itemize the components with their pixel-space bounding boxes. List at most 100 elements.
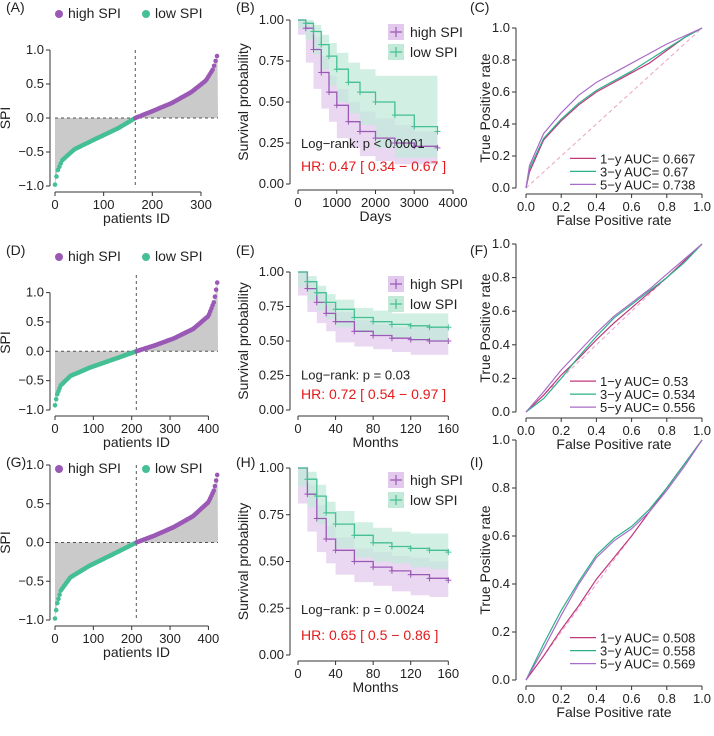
y-axis-title: SPI — [0, 107, 13, 130]
y-tick-label: 0.4 — [492, 337, 510, 352]
legend-label-1: 3−y AUC= 0.67 — [600, 164, 688, 179]
x-tick-label: 0.8 — [658, 423, 676, 438]
panel-label: (D) — [6, 242, 25, 258]
legend-marker-high — [55, 10, 63, 18]
x-tick-label: 0.2 — [552, 691, 570, 706]
legend-mark-1 — [390, 299, 402, 309]
y-tick-label: −1.0 — [18, 402, 44, 417]
spi-point — [214, 53, 220, 59]
y-tick-label: −0.5 — [18, 373, 44, 388]
censor-mark — [313, 289, 320, 296]
censor-mark — [310, 46, 317, 53]
y-axis-title: True Positive rate — [477, 53, 493, 162]
y-tick-label: 1.00 — [259, 460, 284, 475]
x-axis-title: Months — [353, 679, 399, 695]
x-tick-label: 1000 — [322, 195, 351, 210]
legend-label-0: 1−y AUC= 0.667 — [600, 151, 695, 166]
x-axis-title: Months — [353, 434, 399, 450]
censor-mark — [388, 543, 395, 550]
x-tick-label: 100 — [83, 631, 105, 646]
censor-mark — [407, 322, 414, 329]
x-tick-label: 300 — [159, 421, 181, 436]
censor-mark — [407, 571, 414, 578]
legend-label-0: high SPI — [410, 24, 463, 40]
x-axis-title: patients ID — [103, 644, 170, 660]
x-tick-label: 2000 — [361, 195, 390, 210]
spi-point — [212, 483, 218, 489]
x-axis-title: False Positive rate — [556, 704, 671, 720]
hr-text: HR: 0.72 [ 0.54 − 0.97 ] — [301, 386, 446, 402]
censor-mark — [313, 493, 320, 500]
censor-mark — [370, 332, 377, 339]
roc-line-2 — [525, 243, 703, 413]
panel-label: (A) — [6, 0, 25, 15]
panel-label: (H) — [236, 454, 255, 470]
spi-point — [53, 607, 59, 613]
x-tick-label: 0 — [51, 421, 58, 436]
y-tick-label: 0.25 — [259, 135, 284, 150]
legend-label-0: 1−y AUC= 0.53 — [600, 374, 688, 389]
roc-line-0 — [525, 27, 703, 189]
censor-mark — [445, 338, 452, 344]
censor-mark — [351, 558, 358, 565]
x-tick-label: 120 — [400, 421, 422, 436]
y-tick-label: 0.8 — [492, 270, 510, 285]
x-tick-label: 200 — [121, 421, 143, 436]
x-tick-label: 200 — [121, 631, 143, 646]
legend-marker-low — [142, 465, 150, 473]
logrank-text: Log−rank: p = 0.03 — [301, 368, 410, 383]
x-tick-label: 0.8 — [658, 199, 676, 214]
chart-panel-B: (B) high SPI low SPI Log−rank: p < 0.0001 HR… — [235, 0, 467, 224]
legend-label-2: 5−y AUC= 0.738 — [600, 177, 695, 192]
panel-label: (F) — [470, 242, 488, 258]
y-axis-title: Survival probability — [235, 503, 251, 621]
roc-line-2 — [525, 439, 703, 681]
legend-marker-low — [142, 253, 150, 261]
x-tick-label: 0.4 — [587, 423, 605, 438]
censor-mark — [304, 285, 311, 292]
y-tick-label: 0.50 — [259, 554, 284, 569]
y-tick-label: −1.0 — [18, 612, 44, 627]
x-tick-label: 200 — [141, 197, 163, 212]
legend-marker-low — [142, 10, 150, 18]
x-tick-label: 0.0 — [517, 199, 535, 214]
x-tick-label: 40 — [328, 666, 342, 681]
censor-mark — [426, 324, 433, 331]
censor-mark — [357, 128, 363, 135]
y-tick-label: 0.0 — [492, 404, 510, 419]
x-tick-label: 0 — [294, 195, 301, 210]
chart-panel-H: (H) high SPI low SPI Log−rank: p = 0.0024 HR… — [235, 454, 463, 695]
panel-label: (C) — [470, 0, 489, 15]
roc-line-1 — [525, 243, 703, 413]
roc-line-1 — [525, 27, 703, 189]
censor-mark — [370, 564, 377, 571]
censor-mark — [426, 575, 433, 582]
legend-label-high: high SPI — [68, 248, 121, 264]
x-tick-label: 4000 — [439, 195, 468, 210]
spi-point — [57, 592, 62, 597]
y-tick-label: 1.0 — [492, 432, 510, 447]
y-tick-label: −0.5 — [18, 573, 44, 588]
censor-mark — [323, 299, 330, 306]
y-tick-label: 0.75 — [259, 507, 284, 522]
legend-label-1: low SPI — [410, 296, 457, 312]
censor-mark — [370, 539, 377, 546]
censor-mark — [434, 128, 441, 135]
x-tick-label: 0.2 — [552, 199, 570, 214]
logrank-text: Log−rank: p < 0.0001 — [301, 136, 425, 151]
x-tick-label: 0.0 — [517, 423, 535, 438]
y-tick-label: 0.00 — [259, 647, 284, 662]
roc-line-1 — [525, 439, 703, 681]
censor-mark — [304, 278, 311, 285]
x-axis-title: False Positive rate — [556, 436, 671, 452]
y-tick-label: 0.75 — [259, 53, 284, 68]
y-axis-title: Survival probability — [235, 282, 251, 400]
x-tick-label: 80 — [366, 421, 380, 436]
y-tick-label: 0.4 — [492, 576, 510, 591]
y-tick-label: 1.0 — [26, 285, 44, 300]
legend-label-2: 5−y AUC= 0.556 — [600, 400, 695, 415]
censor-mark — [357, 89, 363, 96]
legend-mark-1 — [390, 47, 402, 57]
